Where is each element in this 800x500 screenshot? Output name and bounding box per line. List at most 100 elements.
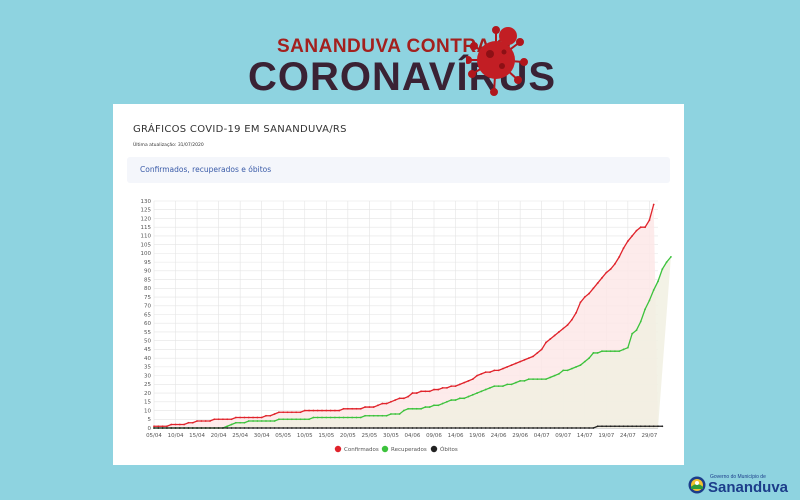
series-point-1: [639, 226, 642, 229]
series-point-1: [471, 378, 474, 381]
y-tick-label: 130: [141, 199, 152, 205]
series-point-2: [441, 402, 444, 405]
series-point-2: [437, 404, 440, 407]
series-point-2: [536, 378, 539, 381]
x-tick-label: 29/06: [512, 433, 528, 439]
series-point-2: [390, 413, 392, 415]
series-point-2: [575, 365, 578, 368]
series-point-2: [454, 399, 457, 401]
series-point-2: [316, 416, 319, 419]
x-tick-label: 19/07: [598, 433, 614, 439]
series-point-3: [381, 427, 384, 429]
series-point-2: [252, 420, 254, 422]
series-point-2: [493, 385, 496, 387]
series-point-1: [523, 359, 526, 361]
series-point-2: [467, 395, 470, 398]
y-tick-label: 25: [144, 382, 151, 388]
series-point-1: [243, 416, 246, 419]
series-point-3: [394, 427, 397, 429]
series-point-2: [260, 420, 263, 422]
series-point-2: [523, 379, 526, 382]
series-point-3: [631, 425, 634, 428]
series-point-3: [527, 427, 530, 429]
x-tick-label: 05/04: [146, 433, 162, 439]
chart-section-title: Confirmados, recuperados e óbitos: [140, 165, 272, 174]
series-point-1: [480, 372, 483, 375]
series-point-2: [321, 416, 323, 419]
series-point-1: [269, 414, 272, 417]
series-point-1: [540, 348, 543, 351]
series-point-1: [450, 385, 453, 387]
series-point-3: [260, 427, 263, 429]
series-point-1: [446, 386, 448, 389]
municipality-emblem-icon: [688, 476, 706, 494]
series-point-1: [372, 406, 375, 408]
series-point-1: [161, 425, 164, 428]
series-point-2: [334, 416, 336, 419]
series-point-3: [454, 427, 457, 429]
series-point-3: [622, 425, 625, 428]
series-point-3: [252, 427, 254, 429]
series-point-3: [239, 427, 242, 429]
series-point-2: [450, 399, 453, 401]
series-point-3: [346, 427, 349, 429]
series-point-2: [579, 364, 582, 367]
legend-marker-3: [430, 445, 438, 453]
series-point-2: [338, 416, 341, 419]
series-point-3: [355, 427, 358, 429]
series-point-2: [372, 414, 375, 417]
series-point-2: [592, 352, 595, 354]
series-point-3: [545, 427, 547, 429]
series-point-1: [377, 404, 379, 407]
series-point-2: [295, 418, 298, 421]
series-point-3: [441, 427, 444, 429]
series-point-1: [424, 390, 427, 393]
series-point-1: [204, 420, 207, 422]
series-point-1: [441, 386, 444, 389]
series-point-1: [648, 219, 651, 222]
series-point-3: [398, 427, 401, 429]
y-tick-label: 55: [144, 330, 151, 336]
y-tick-label: 120: [141, 216, 152, 222]
series-point-3: [592, 427, 595, 429]
series-point-3: [484, 427, 487, 429]
series-point-2: [415, 407, 418, 410]
series-point-2: [558, 372, 560, 375]
series-point-2: [273, 420, 276, 422]
series-point-1: [381, 402, 384, 405]
series-point-3: [523, 427, 526, 429]
series-point-1: [506, 365, 509, 368]
series-point-1: [325, 409, 328, 412]
series-point-2: [385, 414, 388, 417]
series-point-1: [605, 271, 608, 274]
series-point-2: [540, 378, 543, 381]
series-point-1: [622, 247, 625, 250]
series-point-1: [247, 416, 250, 419]
series-point-3: [368, 427, 371, 429]
series-point-1: [609, 268, 612, 270]
series-point-3: [540, 427, 543, 429]
series-point-3: [536, 427, 539, 429]
series-area-1: [154, 204, 658, 428]
series-point-2: [243, 421, 246, 424]
series-point-2: [652, 289, 655, 291]
series-point-2: [308, 418, 310, 421]
series-point-1: [428, 390, 431, 393]
series-point-3: [303, 427, 306, 429]
series-point-3: [424, 427, 427, 429]
series-point-1: [545, 341, 547, 344]
series-point-3: [282, 427, 285, 429]
series-point-3: [493, 427, 496, 429]
series-point-1: [514, 362, 517, 365]
series-point-1: [575, 311, 578, 314]
series-point-2: [661, 268, 664, 270]
series-point-1: [153, 425, 155, 428]
series-point-2: [601, 350, 603, 353]
y-tick-label: 110: [141, 234, 152, 240]
series-point-1: [351, 407, 354, 410]
series-point-3: [480, 427, 483, 429]
series-point-3: [502, 427, 504, 429]
series-point-3: [351, 427, 354, 429]
series-point-1: [407, 395, 410, 398]
series-point-2: [648, 299, 651, 302]
